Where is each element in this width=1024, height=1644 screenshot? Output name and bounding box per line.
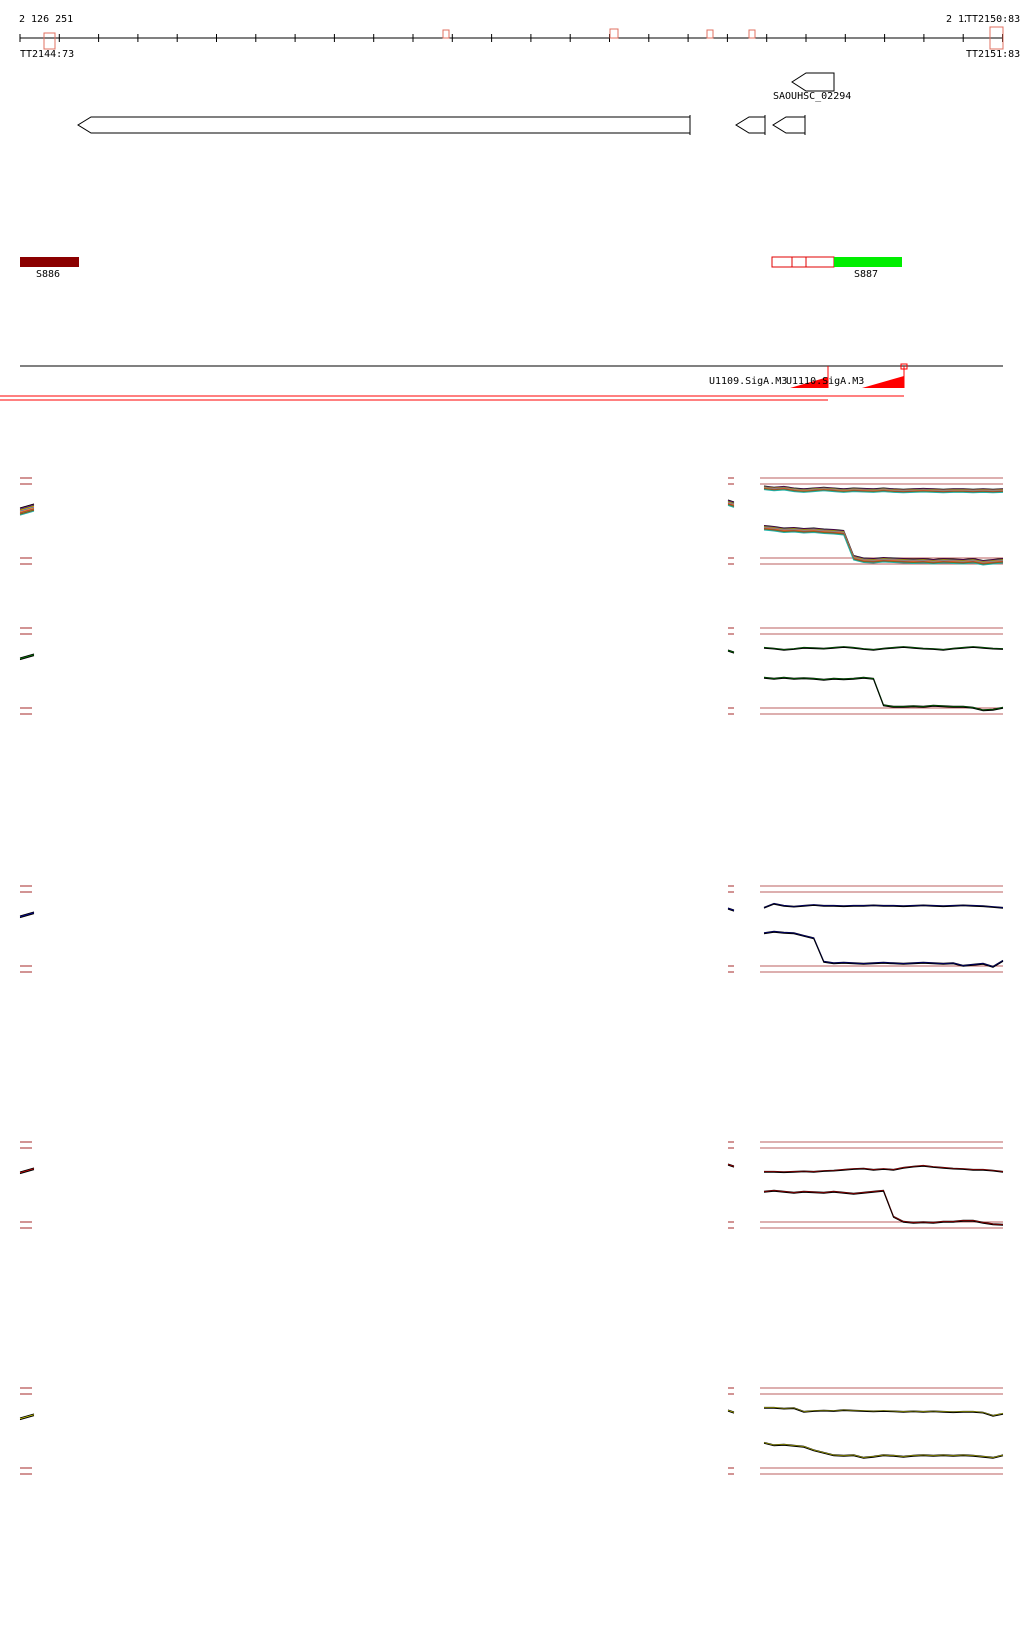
promoter-label-u1110[interactable]: U1110.SigA.M3: [786, 376, 865, 387]
mini-series-mark: [19, 505, 35, 511]
mini-series-mark: [19, 1415, 35, 1421]
terminator-marker[interactable]: [989, 26, 1004, 50]
expression-series-line: [763, 677, 1004, 712]
mini-series-mark: [19, 1413, 35, 1419]
promoter-label-u1109[interactable]: U1109.SigA.M3: [709, 376, 788, 387]
mini-series-mark: [727, 650, 735, 654]
mini-series-mark: [19, 509, 35, 515]
mini-series-mark: [727, 1164, 735, 1168]
mini-series-mark: [727, 650, 735, 654]
expression-series-line: [763, 1190, 1004, 1226]
mini-series-mark: [727, 502, 735, 506]
gene-arrow-small-1[interactable]: [735, 116, 766, 134]
mini-series-mark: [727, 500, 735, 504]
gene-arrow-saouhsc-02294[interactable]: [791, 72, 835, 92]
mini-series-mark: [727, 907, 735, 911]
terminator-marker[interactable]: [609, 28, 619, 39]
mini-series-mark: [727, 499, 735, 503]
expression-series-line: [763, 931, 1004, 968]
mini-series-mark: [19, 503, 35, 509]
mini-series-mark: [727, 1164, 735, 1168]
mini-series-mark: [727, 1410, 735, 1414]
mini-series-mark: [19, 1167, 35, 1173]
promoter-tss-marker: [900, 363, 908, 370]
mini-series-mark: [727, 504, 735, 508]
mini-series-mark: [727, 649, 735, 653]
expression-series-line: [763, 646, 1004, 651]
segment-label-s887[interactable]: S887: [854, 269, 879, 280]
expression-series-line: [763, 903, 1004, 909]
segment-s887[interactable]: [834, 257, 902, 267]
mini-series-mark: [727, 908, 735, 912]
mini-series-mark: [19, 509, 35, 515]
expression-series-line: [763, 529, 1004, 566]
mini-series-mark: [727, 504, 735, 508]
mini-series-mark: [19, 510, 35, 516]
segment-label-s886[interactable]: S886: [36, 269, 61, 280]
right-terminator-top-label: TT2150:83: [966, 14, 1021, 25]
mini-series-mark: [727, 1163, 735, 1167]
mini-series-mark: [19, 911, 35, 917]
left-terminator-label[interactable]: TT2144:73: [20, 49, 75, 60]
mini-series-mark: [727, 1409, 735, 1413]
mini-series-mark: [19, 1168, 35, 1174]
promoter-triangle-u1110[interactable]: [862, 376, 904, 388]
segment-s886[interactable]: [20, 257, 79, 267]
mini-series-mark: [727, 503, 735, 507]
mini-series-mark: [19, 654, 35, 660]
gene-arrow-small-2[interactable]: [772, 116, 806, 134]
mini-series-mark: [19, 505, 35, 511]
expression-series-line: [763, 1442, 1004, 1459]
expression-series-line: [763, 930, 1004, 967]
ruler-start-label: 2 126 251: [19, 14, 74, 25]
mini-series-mark: [19, 655, 35, 661]
gene-label-saouhsc-02294[interactable]: SAOUHSC_02294: [773, 91, 852, 102]
mini-series-mark: [19, 504, 35, 510]
expression-series-line: [763, 1189, 1004, 1225]
mini-series-mark: [727, 503, 735, 507]
gene-arrow-large[interactable]: [77, 116, 691, 134]
mini-series-mark: [19, 507, 35, 513]
mini-series-mark: [727, 908, 735, 912]
terminator-marker[interactable]: [43, 32, 56, 50]
mini-series-mark: [727, 501, 735, 505]
mini-series-mark: [19, 506, 35, 512]
mini-series-mark: [19, 913, 35, 919]
expression-series-line: [763, 1190, 1004, 1226]
mini-series-mark: [19, 1169, 35, 1175]
expression-series-line: [763, 489, 1004, 494]
mini-series-mark: [19, 1414, 35, 1420]
expression-series-line: [764, 1165, 1004, 1174]
terminator-marker[interactable]: [748, 29, 756, 39]
terminator-marker[interactable]: [442, 29, 450, 39]
right-terminator-label[interactable]: TT2151:83: [966, 49, 1021, 60]
mini-series-mark: [727, 1410, 735, 1414]
mini-series-mark: [19, 653, 35, 659]
terminator-marker[interactable]: [706, 29, 714, 39]
promoter-triangle-u1109[interactable]: [790, 377, 828, 388]
expression-series-line: [763, 931, 1004, 968]
mini-series-mark: [19, 912, 35, 918]
mini-series-mark: [727, 501, 735, 505]
segment-outline-red[interactable]: [771, 256, 835, 268]
mini-series-mark: [19, 508, 35, 514]
expression-series-line: [764, 1407, 1004, 1417]
mini-series-mark: [727, 500, 735, 504]
